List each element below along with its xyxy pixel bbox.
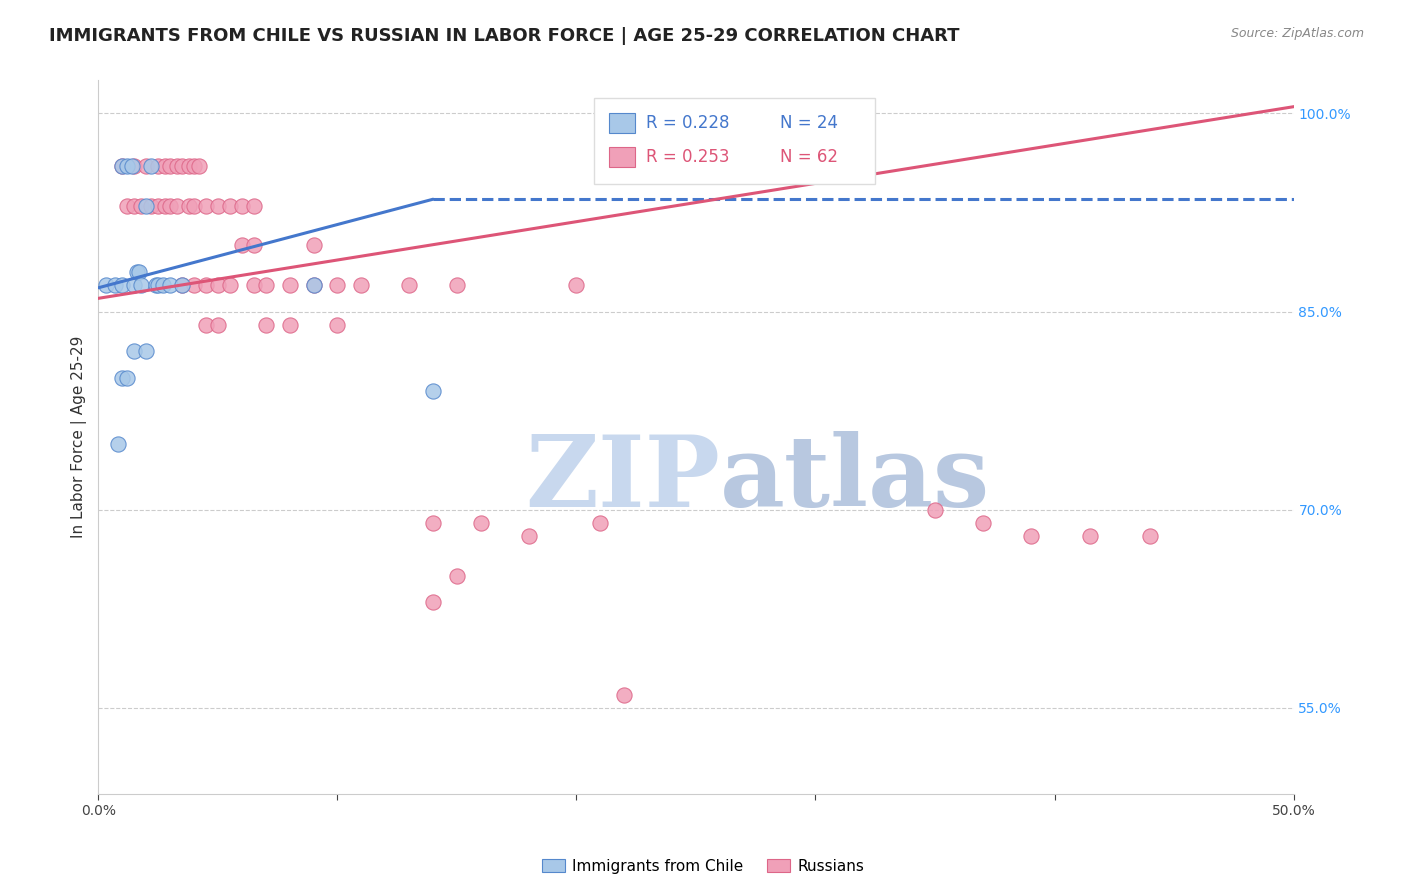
Point	[517, 529, 540, 543]
Point	[139, 199, 162, 213]
Y-axis label: In Labor Force | Age 25-29: In Labor Force | Age 25-29	[72, 336, 87, 538]
Point	[115, 370, 138, 384]
Point	[124, 278, 146, 293]
Point	[131, 199, 153, 213]
Point	[219, 199, 242, 213]
Point	[155, 199, 177, 213]
Point	[155, 159, 177, 173]
Point	[135, 344, 157, 359]
Point	[128, 265, 150, 279]
Point	[195, 199, 218, 213]
FancyBboxPatch shape	[609, 146, 636, 167]
Point	[243, 199, 266, 213]
Point	[148, 159, 170, 173]
Point	[172, 159, 194, 173]
Point	[135, 199, 157, 213]
FancyBboxPatch shape	[609, 113, 636, 133]
Text: ZIP: ZIP	[524, 432, 720, 528]
Point	[219, 278, 242, 293]
Point	[139, 159, 162, 173]
Point	[254, 318, 277, 332]
Point	[207, 278, 229, 293]
Point	[111, 159, 134, 173]
Point	[187, 159, 209, 173]
Point	[195, 278, 218, 293]
Point	[124, 344, 146, 359]
Point	[231, 199, 253, 213]
Point	[231, 238, 253, 252]
Point	[326, 278, 349, 293]
Point	[159, 278, 181, 293]
FancyBboxPatch shape	[595, 98, 875, 184]
Point	[183, 159, 205, 173]
Point	[166, 159, 188, 173]
Point	[107, 436, 129, 450]
Text: R = 0.253: R = 0.253	[645, 148, 730, 166]
Point	[207, 318, 229, 332]
Text: N = 62: N = 62	[779, 148, 838, 166]
Point	[111, 370, 134, 384]
Point	[243, 278, 266, 293]
Point	[350, 278, 373, 293]
Point	[121, 159, 143, 173]
Point	[207, 199, 229, 213]
Point	[446, 278, 468, 293]
Point	[172, 278, 194, 293]
Point	[125, 265, 148, 279]
Point	[589, 516, 612, 530]
Point	[195, 318, 218, 332]
Text: atlas: atlas	[720, 432, 990, 528]
Point	[302, 278, 325, 293]
Point	[278, 278, 301, 293]
Point	[172, 278, 194, 293]
Point	[326, 318, 349, 332]
Point	[159, 159, 181, 173]
Point	[422, 595, 444, 609]
Point	[159, 199, 181, 213]
Point	[470, 516, 492, 530]
Point	[179, 199, 201, 213]
Point	[924, 502, 946, 516]
Point	[422, 516, 444, 530]
Point	[302, 278, 325, 293]
Point	[1019, 529, 1042, 543]
Point	[152, 278, 174, 293]
Point	[131, 278, 153, 293]
Point	[565, 278, 588, 293]
Point	[111, 159, 134, 173]
Legend: Immigrants from Chile, Russians: Immigrants from Chile, Russians	[536, 853, 870, 880]
Point	[254, 278, 277, 293]
Point	[148, 199, 170, 213]
Point	[104, 278, 127, 293]
Point	[302, 238, 325, 252]
Point	[115, 159, 138, 173]
Text: IMMIGRANTS FROM CHILE VS RUSSIAN IN LABOR FORCE | AGE 25-29 CORRELATION CHART: IMMIGRANTS FROM CHILE VS RUSSIAN IN LABO…	[49, 27, 960, 45]
Text: Source: ZipAtlas.com: Source: ZipAtlas.com	[1230, 27, 1364, 40]
Point	[115, 199, 138, 213]
Point	[124, 159, 146, 173]
Point	[124, 199, 146, 213]
Text: R = 0.228: R = 0.228	[645, 114, 730, 132]
Point	[179, 159, 201, 173]
Point	[111, 278, 134, 293]
Point	[183, 199, 205, 213]
Point	[1080, 529, 1102, 543]
Point	[94, 278, 117, 293]
Text: N = 24: N = 24	[779, 114, 838, 132]
Point	[145, 278, 167, 293]
Point	[166, 199, 188, 213]
Point	[148, 278, 170, 293]
Point	[613, 688, 636, 702]
Point	[183, 278, 205, 293]
Point	[135, 159, 157, 173]
Point	[398, 278, 420, 293]
Point	[422, 384, 444, 398]
Point	[972, 516, 994, 530]
Point	[446, 569, 468, 583]
Point	[278, 318, 301, 332]
Point	[243, 238, 266, 252]
Point	[1139, 529, 1161, 543]
